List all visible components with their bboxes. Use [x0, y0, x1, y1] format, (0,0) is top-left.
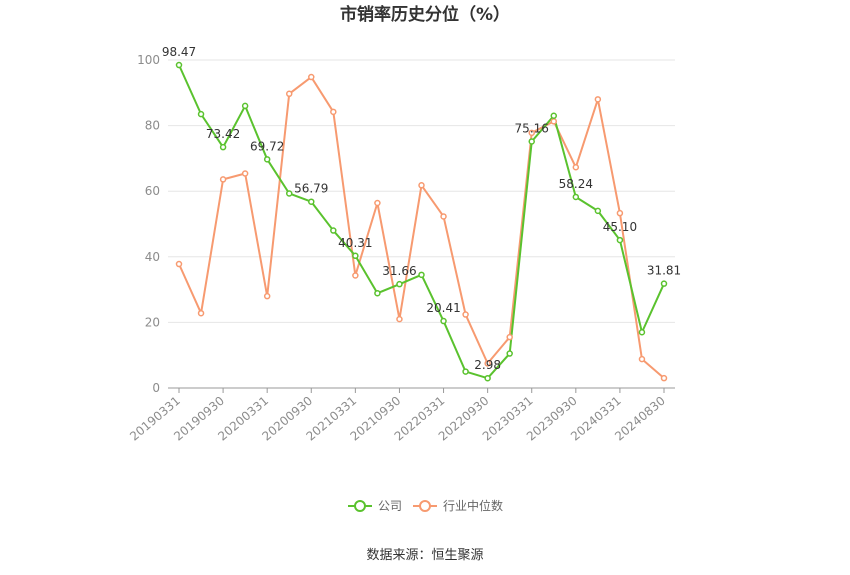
legend-label-company: 公司	[378, 499, 402, 513]
data-label: 2.98	[474, 358, 501, 372]
data-label: 45.10	[603, 220, 637, 234]
x-axis: 2019033120190930202003312020093020210331…	[127, 387, 675, 444]
data-point[interactable]	[594, 207, 602, 215]
data-point[interactable]	[550, 118, 558, 125]
data-label: 58.24	[559, 177, 593, 191]
data-source: 数据来源：恒生聚源	[366, 548, 483, 563]
legend[interactable]: 公司 行业中位数	[348, 498, 503, 513]
data-point[interactable]	[308, 73, 315, 81]
data-point[interactable]	[440, 213, 447, 220]
data-point[interactable]	[638, 328, 646, 336]
data-point[interactable]	[197, 309, 205, 317]
series-line-0	[178, 64, 665, 380]
legend-item-company[interactable]: 公司	[348, 499, 402, 513]
y-tick-label: 60	[145, 184, 160, 198]
data-point[interactable]	[285, 190, 293, 197]
data-point[interactable]	[616, 236, 624, 244]
data-point[interactable]	[352, 252, 359, 260]
data-point[interactable]	[660, 374, 668, 382]
y-tick-label: 0	[152, 381, 160, 395]
y-tick-label: 40	[145, 250, 160, 264]
chart-title: 市销率历史分位（%）	[340, 4, 510, 25]
data-point[interactable]	[352, 272, 359, 279]
legend-item-industry-median[interactable]: 行业中位数	[413, 498, 503, 513]
data-point[interactable]	[374, 199, 381, 207]
data-point[interactable]	[219, 143, 227, 151]
data-point[interactable]	[396, 315, 403, 323]
data-point[interactable]	[219, 176, 227, 183]
legend-marker-industry-median	[419, 500, 431, 512]
data-label: 31.66	[382, 264, 416, 278]
data-point[interactable]	[241, 102, 249, 110]
y-tick-label: 80	[145, 119, 160, 133]
data-point[interactable]	[506, 333, 513, 341]
data-point[interactable]	[374, 289, 381, 297]
data-point[interactable]	[330, 227, 337, 234]
series-layer	[175, 61, 668, 382]
data-point[interactable]	[440, 317, 447, 325]
data-point[interactable]	[638, 355, 646, 363]
data-point[interactable]	[462, 368, 469, 375]
data-point[interactable]	[418, 271, 425, 279]
data-point[interactable]	[594, 96, 602, 103]
data-point[interactable]	[572, 193, 580, 201]
data-label: 31.81	[647, 264, 681, 278]
data-point[interactable]	[241, 170, 249, 177]
data-label: 98.47	[162, 45, 196, 59]
data-point[interactable]	[396, 280, 403, 288]
data-point[interactable]	[528, 129, 535, 137]
data-point[interactable]	[263, 156, 271, 163]
data-point[interactable]	[550, 112, 558, 120]
data-point[interactable]	[175, 260, 183, 268]
legend-label-industry-median: 行业中位数	[443, 498, 503, 513]
data-point[interactable]	[175, 61, 183, 69]
data-point[interactable]	[616, 209, 624, 217]
data-label: 40.31	[338, 236, 372, 250]
data-point[interactable]	[285, 90, 293, 98]
data-point[interactable]	[330, 108, 337, 116]
data-label: 20.41	[426, 301, 460, 315]
data-point[interactable]	[660, 280, 668, 287]
data-label: 69.72	[250, 139, 284, 153]
legend-marker-company	[354, 500, 366, 512]
data-label: 73.42	[206, 127, 240, 141]
data-point[interactable]	[197, 110, 205, 118]
data-label: 75.16	[515, 121, 549, 135]
y-axis: 0 20 40 60 80 100	[137, 53, 160, 395]
data-point[interactable]	[484, 360, 491, 367]
data-point[interactable]	[418, 182, 425, 189]
data-point[interactable]	[506, 350, 513, 357]
y-tick-label: 100	[137, 53, 160, 67]
data-point[interactable]	[462, 311, 469, 318]
data-label: 56.79	[294, 182, 328, 196]
data-point[interactable]	[528, 138, 535, 145]
data-point[interactable]	[484, 374, 491, 382]
y-tick-label: 20	[145, 315, 160, 329]
data-point[interactable]	[308, 198, 315, 205]
data-labels: 98.47 73.42 69.72 56.79 40.31 31.66 20.41 2.98 7…	[162, 45, 681, 372]
data-point[interactable]	[263, 292, 271, 300]
data-point[interactable]	[572, 164, 580, 171]
